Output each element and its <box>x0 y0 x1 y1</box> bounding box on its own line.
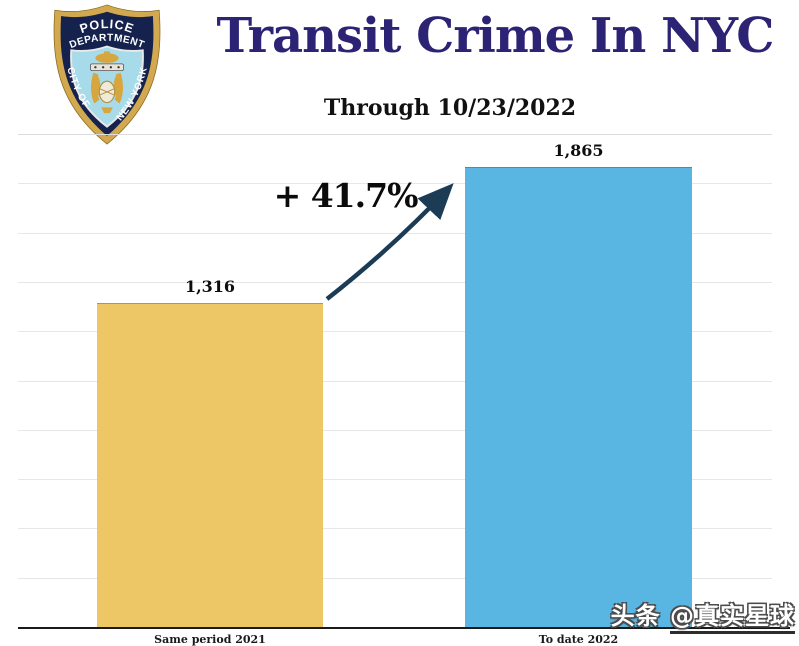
toutiao-watermark: 头条 @真实星球 <box>610 596 795 634</box>
watermark-handle: @真实星球 <box>670 602 795 634</box>
plot-area: 1,316 1,865 <box>18 134 772 628</box>
gridline <box>18 429 772 431</box>
bar-2021 <box>97 302 323 628</box>
bar-group-2022: 1,865 <box>465 135 692 628</box>
nypd-badge-logo: POLICE DEPARTMENT CITY OF NEW YORK <box>53 4 161 145</box>
gridline <box>18 479 772 481</box>
badge-text-police: POLICE <box>78 17 135 36</box>
svg-text:POLICE: POLICE <box>78 17 136 36</box>
chart-subtitle: Through 10/23/2022 <box>323 95 577 121</box>
gridline <box>18 577 772 579</box>
bar-group-2021: 1,316 <box>97 135 323 628</box>
bar-value-2021: 1,316 <box>184 276 236 296</box>
bar-2022 <box>465 167 692 628</box>
gridline <box>18 134 772 135</box>
bar-value-2022: 1,865 <box>553 141 604 161</box>
gridline <box>18 331 772 333</box>
badge-crest <box>90 51 124 114</box>
watermark-prefix: 头条 <box>610 602 670 630</box>
chart-title: Transit Crime In NYC <box>216 8 775 64</box>
gridline <box>18 380 772 382</box>
gridline <box>18 183 772 185</box>
category-label-2022: To date 2022 <box>538 633 619 646</box>
category-label-2021: Same period 2021 <box>154 633 266 646</box>
gridline <box>18 528 772 530</box>
percent-change-label: + 41.7% <box>273 176 419 215</box>
x-axis-baseline <box>18 627 790 629</box>
